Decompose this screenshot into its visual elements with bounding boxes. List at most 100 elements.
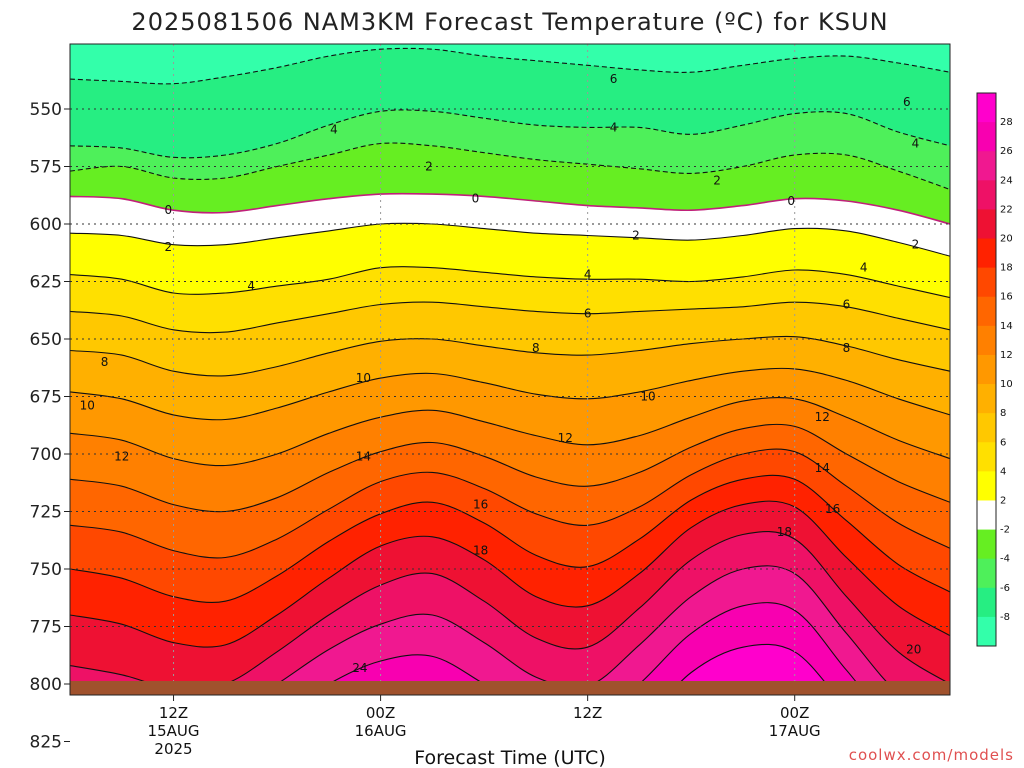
contour-label: 6: [584, 307, 592, 321]
grid-lines: [70, 44, 950, 695]
contour-label: 18: [473, 544, 488, 558]
contour-label-text: 4: [247, 279, 255, 293]
isotherm-line: [259, 565, 902, 695]
contour-label: 8: [843, 341, 851, 355]
isotherm-line: [70, 109, 950, 159]
colorbar-swatch: [977, 325, 996, 356]
contour-label: 2: [912, 238, 920, 252]
contour-label: 18: [777, 525, 792, 539]
contour-label: 12: [114, 449, 129, 463]
contour-label: 2: [632, 229, 640, 243]
isotherm-line: [391, 643, 837, 695]
contour-label: 10: [80, 399, 95, 413]
contour-label: 0: [787, 194, 795, 208]
contour-label-text: 20: [906, 643, 921, 657]
colorbar-swatch: [977, 122, 996, 152]
x-tick-label: 00Z: [780, 704, 809, 722]
isotherm-line: [70, 192, 950, 225]
x-tick-label: 12Z: [159, 704, 188, 722]
contour-label-text: 4: [860, 261, 868, 275]
x-axis-label: Forecast Time (UTC): [414, 747, 605, 768]
contour-label-text: 16: [473, 498, 488, 512]
isotherm-line: [70, 500, 950, 648]
contour-label: 0: [165, 203, 173, 217]
colorbar-tick-label: 12: [1000, 350, 1013, 361]
colorbar-tick-label: 18: [1000, 263, 1013, 274]
colorbar-tick-label: 26: [1000, 146, 1013, 157]
contour-label-text: 6: [903, 95, 911, 109]
contour-label: 4: [860, 261, 868, 275]
colorbar-swatch: [977, 354, 996, 385]
contour-label: 4: [584, 268, 592, 282]
contour-label: 14: [356, 449, 371, 463]
contour-label-text: 18: [777, 525, 792, 539]
contour-label-text: 0: [787, 194, 795, 208]
colorbar-swatch: [977, 267, 996, 298]
contour-label: 4: [247, 279, 255, 293]
colorbar-tick-label: 2: [1000, 495, 1006, 506]
contour-label-text: 8: [532, 341, 540, 355]
colorbar-tick-label: -6: [1000, 583, 1010, 594]
colorbar-swatch: [977, 442, 996, 472]
contour-label-text: 2: [912, 238, 920, 252]
isotherm-line: [70, 367, 950, 421]
colorbar-swatch: [977, 209, 996, 240]
contour-label-text: 0: [165, 203, 173, 217]
contour-label-text: 14: [356, 449, 371, 463]
contour-label-text: 4: [610, 120, 618, 134]
contour-label-text: 2: [713, 173, 721, 187]
contour-label-text: 2: [425, 160, 433, 174]
x-tick-label: 12Z: [573, 704, 602, 722]
contour-label: 8: [532, 341, 540, 355]
contour-label-text: 18: [473, 544, 488, 558]
colorbar-tick-label: 4: [1000, 466, 1006, 477]
chart-title: 2025081506 NAM3KM Forecast Temperature (…: [131, 8, 888, 36]
contour-label-text: 6: [584, 307, 592, 321]
terrain-ground: [70, 681, 950, 695]
isotherm-line: [70, 47, 950, 85]
contour-label: 12: [558, 431, 573, 445]
y-tick-label: 725: [30, 503, 62, 523]
y-tick-label: 650: [30, 330, 62, 350]
y-tick-label: 600: [30, 215, 62, 235]
contour-label: 0: [858, 699, 869, 714]
colorbar-swatch: [977, 180, 996, 210]
contour-label-text: 4: [330, 123, 338, 137]
contour-label: 10: [640, 390, 655, 404]
colorbar-tick-label: 28: [1000, 117, 1013, 128]
colorbar-tick-label: -8: [1000, 612, 1010, 623]
temperature-bands: [70, 44, 950, 695]
contour-label-text: 6: [610, 72, 618, 86]
colorbar-swatch: [977, 296, 996, 327]
x-tick-label: 00Z: [366, 704, 395, 722]
y-tick-label: 675: [30, 388, 62, 408]
contour-label-text: 12: [114, 449, 129, 463]
contour-label: 10: [356, 371, 371, 385]
colorbar-tick-label: 16: [1000, 292, 1013, 303]
contour-label-text: 0: [472, 192, 480, 206]
contour-label: 24: [352, 661, 367, 675]
colorbar-swatch: [977, 471, 996, 501]
contour-label-text: 12: [815, 410, 830, 424]
y-tick-label: 550: [30, 100, 62, 120]
isotherm-line: [310, 602, 868, 695]
contour-label-text: 8: [101, 355, 109, 369]
y-tick-label: 575: [30, 158, 62, 178]
contour-label: 4: [912, 137, 920, 151]
contour-label-text: 4: [584, 268, 592, 282]
colorbar-frame: [976, 92, 997, 647]
colorbar-tick-label: 6: [1000, 437, 1006, 448]
contour-label: 20: [906, 643, 921, 657]
colorbar-swatch: [977, 93, 996, 123]
isotherm-line: [70, 396, 950, 467]
contour-label: 14: [815, 461, 830, 475]
isotherm-line: [70, 266, 950, 299]
isotherm-line: [70, 222, 950, 257]
contour-label: 4: [330, 123, 338, 137]
contour-label: 6: [843, 298, 851, 312]
contour-label-text: 2: [632, 229, 640, 243]
colorbar-tick-label: 24: [1000, 175, 1013, 186]
contour-label-text: 6: [843, 298, 851, 312]
colorbar-swatch: [977, 500, 996, 531]
